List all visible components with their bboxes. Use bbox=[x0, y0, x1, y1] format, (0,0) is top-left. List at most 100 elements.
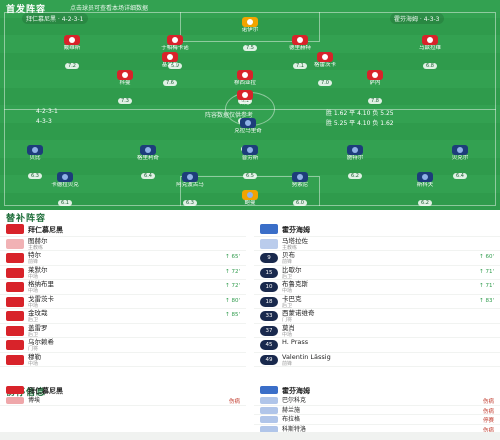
player-h_rb[interactable]: 马兹拉维 6.8 bbox=[395, 35, 465, 71]
away-coach-row[interactable]: 马塔拉佐 主教练 bbox=[254, 237, 500, 251]
player-a_rw[interactable]: 贝克尔 6.4 bbox=[425, 145, 495, 181]
injury-status: 伤病 bbox=[482, 399, 494, 405]
shirt-number: 49 bbox=[260, 354, 278, 365]
bench-row[interactable]: 乌尔赖希 门将 bbox=[0, 338, 246, 353]
injury-row[interactable]: 赫兰施 伤病 bbox=[254, 406, 500, 415]
sub-time: ↑ 71' bbox=[479, 283, 494, 289]
bench-row[interactable]: 9 贝布 前锋 ↑ 60' bbox=[254, 251, 500, 266]
bench-row[interactable]: 45 H. Prass bbox=[254, 338, 500, 353]
bench-row[interactable]: 15 比歇尔 后卫 ↑ 71' bbox=[254, 266, 500, 280]
bench-row[interactable]: 49 Valentin Lässig 前锋 bbox=[254, 353, 500, 367]
bench-row[interactable]: 10 布鲁克斯 中场 ↑ 71' bbox=[254, 280, 500, 295]
player-rating: 6.4 bbox=[453, 173, 467, 179]
player-a_cb1[interactable]: 阿克波古马 6.3 bbox=[155, 172, 225, 208]
bench-row[interactable]: 特尔 前锋 ↑ 65' bbox=[0, 251, 246, 266]
player-name: 鲍曼 bbox=[244, 200, 256, 206]
bench-player-pos: 门将 bbox=[28, 346, 39, 352]
jersey-icon bbox=[237, 90, 253, 100]
player-avatar-icon bbox=[6, 253, 24, 263]
player-rating: 7.3 bbox=[118, 98, 132, 104]
injury-row[interactable]: 布拉格 停赛 bbox=[254, 415, 500, 425]
away-inj-header[interactable]: 霍芬海姆 bbox=[254, 386, 500, 396]
away-bench: 霍芬海姆 马塔拉佐 主教练 9 贝布 前锋 ↑ 60' 15 比歇尔 后卫 ↑ 71' 10 布鲁… bbox=[254, 222, 500, 367]
coach-avatar-icon bbox=[260, 238, 278, 249]
injury-row[interactable]: 博埃 伤病 bbox=[0, 396, 246, 406]
player-rating: 6.2 bbox=[418, 200, 432, 206]
bench-player-pos: 后卫 bbox=[28, 317, 39, 323]
player-h_am1[interactable]: 科曼 7.3 bbox=[90, 70, 160, 106]
player-h_gk[interactable]: 诺伊尔 7.5 bbox=[215, 17, 285, 53]
player-rating: 6.1 bbox=[58, 200, 72, 206]
home-crest-icon bbox=[6, 224, 24, 234]
player-rating: 6.3 bbox=[183, 200, 197, 206]
home-bench-header[interactable]: 拜仁慕尼黑 bbox=[0, 222, 246, 237]
player-name: 卡德拉贝克 bbox=[51, 182, 79, 188]
jersey-icon bbox=[417, 172, 433, 182]
away-team-label[interactable]: 霍芬海姆 · 4-3-3 bbox=[390, 13, 444, 24]
player-rating: 6.8 bbox=[423, 63, 437, 69]
sub-time: ↑ 60' bbox=[479, 254, 494, 260]
player-a_cm1[interactable]: 格里利奇 6.4 bbox=[113, 145, 183, 181]
player-h_cb1[interactable]: 于帕梅卡诺 6.9 bbox=[140, 35, 210, 71]
away-formation: 4-3-3 bbox=[36, 118, 52, 125]
player-name: 努索尼 bbox=[291, 182, 309, 188]
player-h_cb2[interactable]: 德里赫特 7.1 bbox=[265, 35, 335, 71]
injury-row[interactable]: 巴尔科克 伤病 bbox=[254, 396, 500, 406]
pitch-subtitle: 点击球员可查看本场详细数据 bbox=[70, 5, 149, 12]
bench-player-name: 特尔 bbox=[28, 251, 41, 259]
home-team-label[interactable]: 拜仁慕尼黑 · 4-2-3-1 bbox=[22, 13, 88, 24]
jersey-icon bbox=[182, 172, 198, 182]
bench-row[interactable]: 33 西蒙诺维奇 门将 bbox=[254, 309, 500, 324]
player-h_am3[interactable]: 萨内 7.8 bbox=[340, 70, 410, 106]
bench-player-name: 莫肖 bbox=[282, 323, 295, 332]
player-avatar-icon bbox=[6, 267, 24, 278]
bench-player-name: 卡巴克 bbox=[282, 294, 302, 303]
bench-player-pos: 中场 bbox=[28, 302, 39, 309]
footer-bar bbox=[0, 432, 500, 440]
jersey-icon bbox=[292, 172, 308, 182]
bench-player-name: 盖雷罗 bbox=[28, 323, 48, 332]
player-a_rb[interactable]: 斯科夫 6.2 bbox=[390, 172, 460, 208]
injured-player-name: 布拉格 bbox=[282, 416, 301, 423]
home-penalty-box bbox=[180, 12, 320, 42]
jersey-icon bbox=[240, 118, 256, 128]
bench-player-pos: 中场 bbox=[28, 288, 39, 294]
bench-player-pos: 中场 bbox=[282, 288, 293, 294]
away-bench-header[interactable]: 霍芬海姆 bbox=[254, 222, 500, 237]
sub-time: ↑ 80' bbox=[225, 297, 240, 304]
bench-row[interactable]: 穆勒 中场 bbox=[0, 353, 246, 367]
player-rating: 7.8 bbox=[368, 98, 382, 104]
bench-row[interactable]: 戈雷茨卡 中场 ↑ 80' bbox=[0, 295, 246, 309]
bench-row[interactable]: 18 卡巴克 后卫 ↑ 83' bbox=[254, 294, 500, 309]
player-a_cm3[interactable]: 施特尔 6.2 bbox=[320, 145, 390, 181]
player-h_am2[interactable]: 穆西亚拉 8.1 bbox=[210, 70, 280, 106]
home-inj-team: 拜仁慕尼黑 bbox=[28, 387, 63, 395]
home-inj-header[interactable]: 拜仁慕尼黑 bbox=[0, 386, 246, 396]
jersey-icon bbox=[292, 35, 308, 45]
home-coach-row[interactable]: 图赫尔 主教练 bbox=[0, 237, 246, 251]
bench-row[interactable]: 37 莫肖 中场 bbox=[254, 323, 500, 338]
player-h_dm1[interactable]: 基米希 7.6 bbox=[135, 52, 205, 88]
player-h_dm2[interactable]: 格雷茨卡 7.0 bbox=[290, 52, 360, 88]
bench-row[interactable]: 盖雷罗 后卫 bbox=[0, 323, 246, 338]
player-avatar-icon bbox=[6, 354, 24, 365]
player-a_lw[interactable]: 贝比 6.3 bbox=[0, 145, 70, 181]
bench-player-pos: 门将 bbox=[282, 317, 293, 323]
player-h_lb[interactable]: 戴维斯 7.2 bbox=[37, 35, 107, 71]
player-a_gk[interactable]: 鲍曼6.7 bbox=[215, 190, 285, 210]
bench-row[interactable]: 格纳布里 中场 ↑ 72' bbox=[0, 280, 246, 295]
injured-player-name: 科斯特洛 bbox=[282, 425, 307, 433]
player-name: 戴维斯 bbox=[63, 45, 81, 51]
pitch-stripe bbox=[0, 175, 500, 193]
player-a_cm2[interactable]: 普劳斯 6.5 bbox=[215, 145, 285, 181]
player-a_cb2[interactable]: 努索尼 6.0 bbox=[265, 172, 335, 208]
bench-row[interactable]: 金玟哉 后卫 ↑ 85' bbox=[0, 309, 246, 324]
bench-player-name: 贝布 bbox=[282, 251, 295, 259]
pitch: 首发阵容 点击球员可查看本场详细数据 拜仁慕尼黑 · 4-2-3-1 霍芬海姆 … bbox=[0, 0, 500, 210]
player-rating: 7.2 bbox=[65, 63, 79, 69]
bench-row[interactable]: 莱默尔 中场 ↑ 72' bbox=[0, 266, 246, 280]
bench-player-pos: 后卫 bbox=[282, 302, 293, 309]
away-inj-team: 霍芬海姆 bbox=[282, 387, 310, 395]
player-a_lb[interactable]: 卡德拉贝克 6.1 bbox=[30, 172, 100, 208]
